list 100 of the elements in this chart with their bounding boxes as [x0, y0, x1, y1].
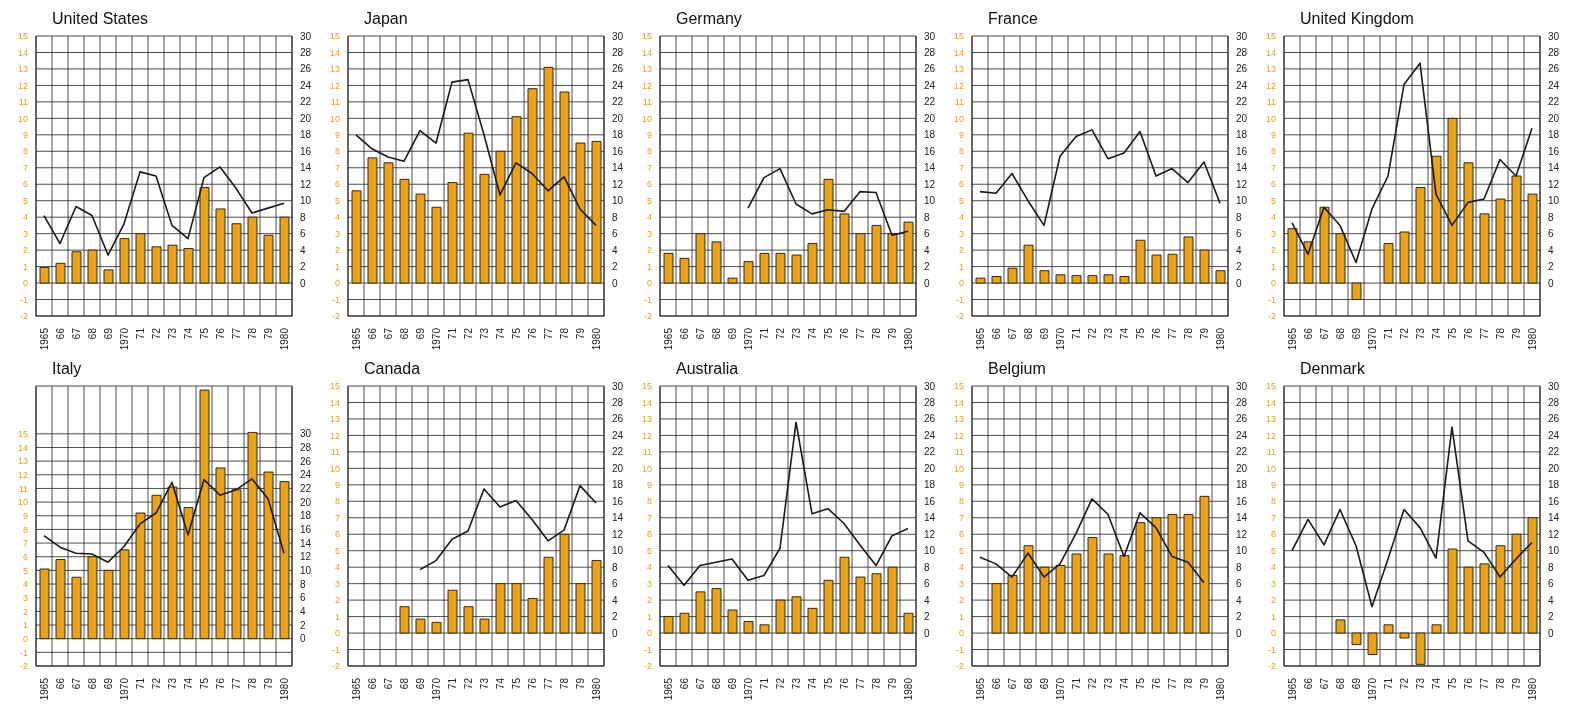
y-tick-label: 4: [1270, 562, 1276, 573]
bar: [991, 583, 1002, 634]
y2-tick-label: 2: [924, 611, 930, 623]
y2-tick-label: 14: [924, 512, 936, 524]
x-tick-label: 73: [1102, 677, 1114, 690]
x-tick-label: 1980: [1526, 677, 1538, 701]
y-tick-label: -2: [955, 311, 964, 322]
y2-tick-label: 22: [1548, 446, 1560, 458]
bar: [1183, 513, 1194, 634]
x-tick-label: 71: [1382, 677, 1394, 690]
y-tick-label: 10: [641, 463, 652, 474]
x-tick-label: 69: [414, 327, 426, 340]
y-tick-label: 10: [17, 497, 28, 508]
bar: [1023, 545, 1034, 634]
x-tick-label: 73: [166, 327, 178, 340]
y-tick-label: 3: [958, 228, 964, 239]
y2-tick-label: 18: [1236, 479, 1248, 491]
y-tick-label: 14: [1265, 47, 1276, 58]
y2-tick-label: 14: [1548, 512, 1560, 524]
x-tick-label: 76: [526, 327, 538, 340]
bar: [807, 607, 818, 634]
bar: [791, 254, 802, 284]
y2-tick-label: 14: [300, 537, 312, 549]
y2-tick-label: 0: [1548, 277, 1554, 289]
x-tick-label: 74: [806, 327, 818, 340]
y-tick-label: 6: [334, 529, 340, 540]
y2-tick-label: 18: [1548, 129, 1560, 141]
y-tick-label: -1: [955, 644, 964, 655]
bar: [183, 507, 194, 640]
y-tick-label: 4: [646, 562, 652, 573]
x-tick-label: 73: [166, 677, 178, 690]
x-tick-label: 73: [790, 677, 802, 690]
bar: [135, 233, 146, 284]
y-tick-label: 12: [641, 80, 652, 91]
x-tick-label: 77: [1166, 327, 1178, 340]
y2-tick-label: 28: [612, 397, 624, 409]
y-tick-label: -1: [331, 294, 340, 305]
y2-tick-label: 16: [1236, 145, 1248, 157]
y-tick-label: 13: [641, 414, 652, 425]
bar: [1119, 275, 1130, 284]
x-tick-label: 74: [1118, 327, 1130, 340]
y2-tick-label: 16: [1548, 145, 1560, 157]
y-tick-label: 15: [953, 381, 964, 392]
y2-tick-label: 24: [612, 79, 624, 91]
y-tick-label: 0: [1270, 628, 1276, 639]
y2-tick-label: 0: [1548, 627, 1554, 639]
bar: [1431, 624, 1442, 634]
y-tick-label: 9: [1270, 480, 1276, 491]
y-tick-label: 11: [18, 97, 28, 108]
y2-tick-label: 18: [924, 479, 936, 491]
y-tick-label: 2: [1270, 595, 1276, 606]
x-tick-label: 74: [182, 327, 194, 340]
y2-tick-label: 26: [924, 63, 936, 75]
x-tick-label: 77: [1478, 327, 1490, 340]
bar: [415, 618, 426, 634]
x-tick-label: 79: [574, 327, 586, 340]
y2-tick-label: 2: [1548, 261, 1554, 273]
x-tick-label: 68: [1022, 677, 1034, 690]
y2-tick-label: 14: [924, 162, 936, 174]
bar: [247, 431, 258, 640]
x-tick-label: 71: [758, 677, 770, 690]
y2-tick-label: 30: [300, 428, 312, 440]
bar: [151, 246, 162, 284]
x-tick-label: 79: [1198, 677, 1210, 690]
y2-tick-label: 24: [300, 469, 312, 481]
y-tick-label: 15: [17, 31, 28, 42]
x-tick-label: 77: [1166, 677, 1178, 690]
bar: [279, 481, 290, 640]
x-tick-label: 77: [542, 327, 554, 340]
y-tick-label: 0: [646, 628, 652, 639]
bar: [1167, 513, 1178, 634]
y-tick-label: 11: [18, 483, 28, 494]
y2-tick-label: 22: [1236, 446, 1248, 458]
x-tick-label: 78: [1494, 677, 1506, 690]
y2-tick-label: 18: [1548, 479, 1560, 491]
x-tick-label: 77: [854, 677, 866, 690]
x-tick-label: 79: [1510, 677, 1522, 690]
y-tick-label: 15: [329, 381, 340, 392]
x-tick-label: 69: [1038, 327, 1050, 340]
x-tick-label: 79: [262, 677, 274, 690]
y-tick-label: 6: [334, 179, 340, 190]
bar: [351, 190, 362, 284]
y-tick-label: 6: [1270, 179, 1276, 190]
bar: [135, 512, 146, 640]
y-tick-label: 12: [1265, 430, 1276, 441]
y-tick-label: 1: [646, 261, 652, 272]
bar: [231, 489, 242, 640]
y2-tick-label: 22: [612, 96, 624, 108]
y2-tick-label: 6: [1548, 578, 1554, 590]
bar: [1151, 517, 1162, 634]
x-tick-label: 78: [870, 327, 882, 340]
x-tick-label: 75: [1446, 327, 1458, 340]
y2-tick-label: 22: [612, 446, 624, 458]
bar: [695, 591, 706, 634]
bar: [695, 233, 706, 284]
bar: [1135, 239, 1146, 284]
y2-tick-label: 10: [1236, 545, 1248, 557]
x-tick-label: 1970: [118, 677, 130, 701]
y-tick-label: 6: [958, 179, 964, 190]
y-tick-label: -2: [19, 311, 28, 322]
